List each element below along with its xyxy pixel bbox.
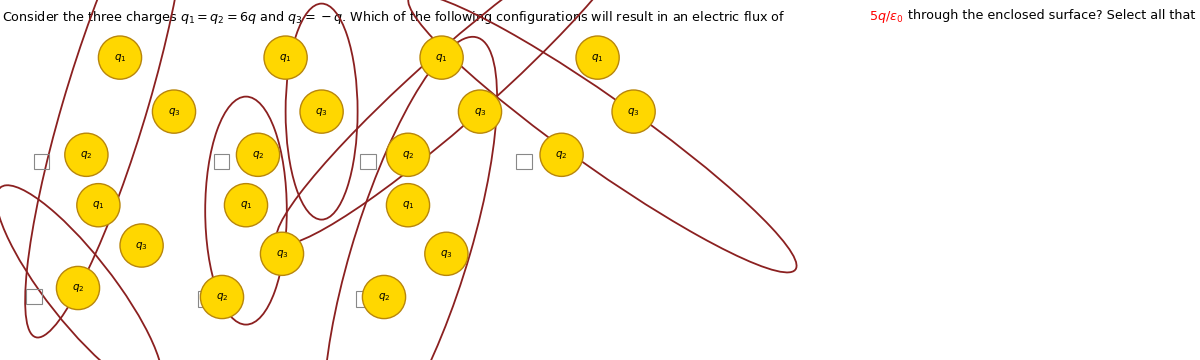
Bar [26,289,42,304]
Text: $\mathit{q}_3$: $\mathit{q}_3$ [136,239,148,252]
Text: $\mathit{q}_1$: $\mathit{q}_1$ [240,199,252,211]
Bar [516,154,532,169]
Ellipse shape [425,232,468,275]
Ellipse shape [65,133,108,176]
Ellipse shape [362,275,406,319]
Bar [214,154,229,169]
Text: $\mathit{q}_2$: $\mathit{q}_2$ [80,149,92,161]
Text: $\mathit{q}_3$: $\mathit{q}_3$ [276,248,288,260]
Ellipse shape [98,36,142,79]
Ellipse shape [540,133,583,176]
Text: $\mathit{q}_1$: $\mathit{q}_1$ [92,199,104,211]
Ellipse shape [224,184,268,227]
Ellipse shape [152,90,196,133]
Ellipse shape [386,184,430,227]
Text: $\mathit{q}_1$: $\mathit{q}_1$ [114,51,126,64]
Text: $\mathit{q}_2$: $\mathit{q}_2$ [556,149,568,161]
Ellipse shape [120,224,163,267]
Ellipse shape [236,133,280,176]
Ellipse shape [77,184,120,227]
Text: $\mathit{q}_2$: $\mathit{q}_2$ [252,149,264,161]
Ellipse shape [264,36,307,79]
Ellipse shape [300,90,343,133]
Bar [360,154,376,169]
Bar [356,291,372,307]
Ellipse shape [200,275,244,319]
Text: $\mathit{q}_2$: $\mathit{q}_2$ [402,149,414,161]
Text: $\mathit{q}_1$: $\mathit{q}_1$ [280,51,292,64]
Text: $\mathit{q}_3$: $\mathit{q}_3$ [168,105,180,118]
Ellipse shape [420,36,463,79]
Ellipse shape [458,90,502,133]
Text: $\mathit{q}_2$: $\mathit{q}_2$ [378,291,390,303]
Text: $\mathit{q}_1$: $\mathit{q}_1$ [402,199,414,211]
Text: Consider the three charges $q_1 = q_2 = 6q$ and $q_3 = -q$. Which of the followi: Consider the three charges $q_1 = q_2 = … [2,9,786,26]
Text: $\mathit{q}_1$: $\mathit{q}_1$ [592,51,604,64]
Text: $\mathit{q}_2$: $\mathit{q}_2$ [72,282,84,294]
Text: $\mathit{q}_3$: $\mathit{q}_3$ [316,105,328,118]
Ellipse shape [260,232,304,275]
Text: through the enclosed surface? Select all that apply.: through the enclosed surface? Select all… [904,9,1200,22]
Ellipse shape [612,90,655,133]
Bar [198,291,214,307]
Ellipse shape [386,133,430,176]
Text: $5q/\varepsilon_0$: $5q/\varepsilon_0$ [869,9,904,25]
Text: $\mathit{q}_3$: $\mathit{q}_3$ [474,105,486,118]
Text: $\mathit{q}_3$: $\mathit{q}_3$ [628,105,640,118]
Ellipse shape [56,266,100,310]
Text: $\mathit{q}_1$: $\mathit{q}_1$ [436,51,448,64]
Text: $\mathit{q}_3$: $\mathit{q}_3$ [440,248,452,260]
Bar [34,154,49,169]
Text: $\mathit{q}_2$: $\mathit{q}_2$ [216,291,228,303]
Ellipse shape [576,36,619,79]
